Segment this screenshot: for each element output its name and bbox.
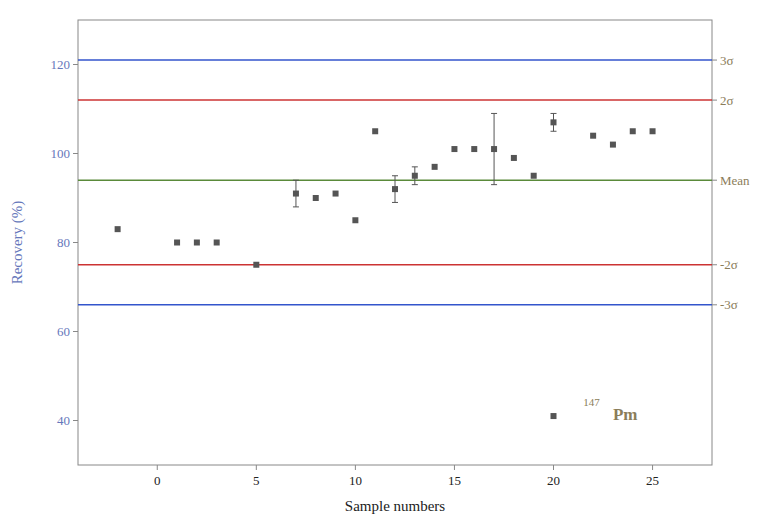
- data-point: [174, 240, 180, 246]
- y2-tick: [712, 264, 717, 265]
- y2-tick-label: -3σ: [720, 297, 738, 312]
- data-point: [491, 146, 497, 152]
- x-tick: [256, 465, 257, 470]
- y2-tick-label: 3σ: [720, 53, 734, 68]
- error-bar: [293, 180, 299, 207]
- data-point: [511, 155, 517, 161]
- y-tick-label: 120: [51, 57, 71, 72]
- data-point: [432, 164, 438, 170]
- y-tick-label: 60: [57, 324, 70, 339]
- data-point: [253, 262, 259, 268]
- x-axis-label: Sample numbers: [345, 498, 446, 514]
- y-tick: [73, 420, 78, 421]
- y-tick: [73, 242, 78, 243]
- data-point: [531, 173, 537, 179]
- control-line: [78, 59, 712, 61]
- data-point: [372, 128, 378, 134]
- y2-tick: [712, 180, 717, 181]
- y2-axis: 3σ 2σ Mean -2σ -3σ: [712, 53, 750, 313]
- chart: 0 5 10 15 20 25 Sample numbers 40 60 80 100 120 Reco…: [0, 0, 782, 525]
- x-tick-label: 5: [253, 473, 260, 488]
- annotation: Pm: [613, 405, 638, 424]
- y2-tick-label: Mean: [720, 173, 750, 188]
- y2-tick: [712, 60, 717, 61]
- data-point: [115, 226, 121, 232]
- x-tick-label: 20: [547, 473, 560, 488]
- series: [115, 113, 656, 267]
- y-axis-label: Recovery (%): [9, 201, 26, 285]
- y-tick-label: 100: [51, 146, 71, 161]
- x-tick: [454, 465, 455, 470]
- y2-tick-label: 2σ: [720, 93, 734, 108]
- y-axis: 40 60 80 100 120 Recovery (%): [9, 57, 78, 428]
- control-line: [78, 304, 712, 306]
- data-point: [610, 142, 616, 148]
- error-bar: [551, 113, 557, 131]
- data-point: [471, 146, 477, 152]
- y2-tick: [712, 100, 717, 101]
- error-bar: [491, 113, 497, 184]
- x-axis: 0 5 10 15 20 25 Sample numbers: [154, 465, 659, 514]
- y-tick-label: 80: [57, 235, 70, 250]
- data-point: [313, 195, 319, 201]
- data-point: [412, 173, 418, 179]
- data-point: [451, 146, 457, 152]
- annotation: 147: [583, 396, 600, 408]
- control-line: [78, 264, 712, 266]
- x-tick-label: 0: [154, 473, 161, 488]
- plot-area: [78, 60, 712, 305]
- x-tick-label: 15: [448, 473, 461, 488]
- x-tick-label: 10: [349, 473, 362, 488]
- data-point: [630, 128, 636, 134]
- data-point: [194, 240, 200, 246]
- plot-frame: [78, 20, 712, 465]
- data-point: [352, 217, 358, 223]
- legend-marker: [551, 413, 557, 419]
- x-tick: [652, 465, 653, 470]
- data-point: [650, 128, 656, 134]
- data-point: [293, 191, 299, 197]
- data-point: [392, 186, 398, 192]
- y-tick: [73, 153, 78, 154]
- y-tick: [73, 331, 78, 332]
- data-point: [333, 191, 339, 197]
- error-bar: [392, 176, 398, 203]
- x-tick: [355, 465, 356, 470]
- x-tick: [553, 465, 554, 470]
- data-point: [590, 133, 596, 139]
- data-point: [214, 240, 220, 246]
- y-tick: [73, 64, 78, 65]
- annotations: 147 Pm: [551, 396, 638, 423]
- y-tick-label: 40: [57, 413, 70, 428]
- y2-tick-label: -2σ: [720, 257, 738, 272]
- control-line: [78, 99, 712, 101]
- error-bar: [412, 167, 418, 185]
- y2-tick: [712, 304, 717, 305]
- x-tick-label: 25: [646, 473, 659, 488]
- x-tick: [157, 465, 158, 470]
- data-point: [551, 119, 557, 125]
